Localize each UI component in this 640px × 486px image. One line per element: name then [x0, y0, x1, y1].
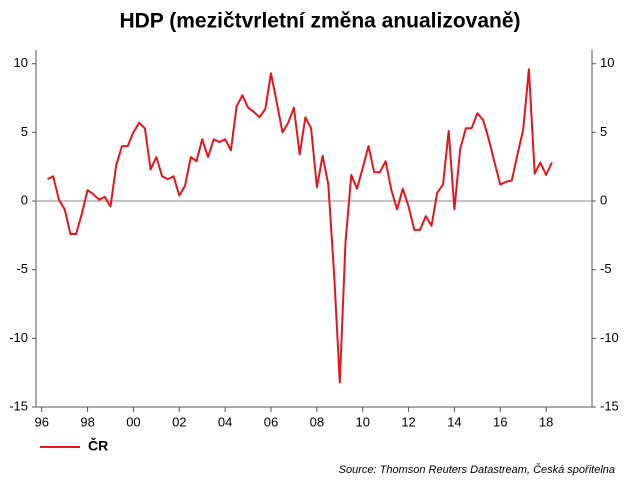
x-tick-label: 10	[355, 414, 369, 429]
y-tick-label: 10	[14, 55, 28, 70]
x-tick-label: 16	[493, 414, 507, 429]
x-tick-label: 02	[172, 414, 186, 429]
source: Source: Thomson Reuters Datastream, Česk…	[339, 463, 615, 476]
x-tick-label: 14	[447, 414, 461, 429]
x-tick-label: 06	[264, 414, 278, 429]
x-tick-label: 04	[218, 414, 232, 429]
x-tick-label: 00	[126, 414, 140, 429]
chart-title: HDP (mezičtvrletní změna anualizovaně)	[119, 10, 520, 33]
x-tick-label: 96	[34, 414, 48, 429]
y-tick-label: -10	[9, 330, 28, 345]
y-tick-label: 5	[21, 124, 28, 139]
y-tick-label: -15	[9, 398, 28, 413]
y2-tick-label: -10	[600, 330, 619, 345]
y-tick-label: -5	[16, 261, 28, 276]
y2-tick-label: -5	[600, 261, 612, 276]
y2-tick-label: 5	[600, 124, 607, 139]
y2-tick-label: 10	[600, 55, 614, 70]
y-tick-label: 0	[21, 192, 28, 207]
data-line	[47, 68, 553, 384]
x-tick-label: 18	[539, 414, 553, 429]
y2-tick-label: 0	[600, 192, 607, 207]
y2-tick-label: -15	[600, 398, 619, 413]
x-tick-label: 98	[80, 414, 94, 429]
x-tick-label: 08	[310, 414, 324, 429]
legend-label: ČR	[88, 437, 108, 454]
x-tick-label: 12	[401, 414, 415, 429]
